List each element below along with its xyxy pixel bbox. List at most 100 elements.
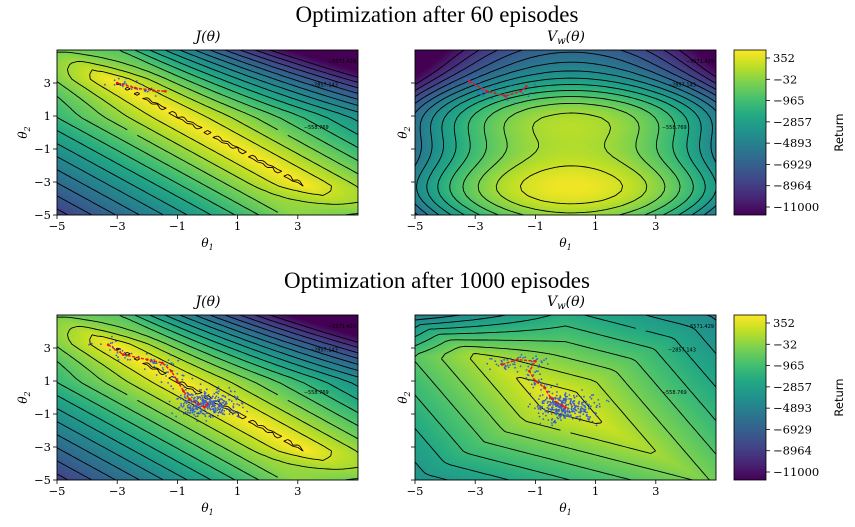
sample-point bbox=[237, 415, 240, 418]
sample-point bbox=[570, 407, 573, 410]
sample-point bbox=[533, 398, 535, 401]
sample-point bbox=[201, 398, 204, 400]
sample-point bbox=[579, 417, 582, 420]
optimization-path bbox=[117, 82, 166, 92]
sample-point bbox=[232, 403, 235, 405]
sample-point bbox=[559, 395, 562, 398]
contour-label: −5571.429 bbox=[686, 324, 714, 330]
sample-point bbox=[205, 395, 208, 398]
sample-point bbox=[506, 99, 509, 102]
colorbar-tick-label: −4893 bbox=[773, 136, 812, 150]
sample-point bbox=[183, 396, 186, 398]
sample-point bbox=[117, 77, 120, 80]
sample-point bbox=[535, 370, 538, 373]
sample-point bbox=[205, 406, 208, 408]
panel-3: −558.769 −2857.143 −5571.429 −5 −3 −1 1 3 θ1 θ2 bbox=[396, 314, 717, 517]
sample-point bbox=[527, 405, 530, 408]
sample-point bbox=[181, 406, 184, 408]
sample-point bbox=[149, 360, 152, 363]
sample-point bbox=[569, 402, 572, 405]
y-axis-label: θ2 bbox=[396, 126, 412, 138]
sample-point bbox=[182, 403, 185, 405]
sample-point bbox=[526, 373, 529, 376]
sample-point bbox=[542, 412, 544, 415]
sample-point bbox=[541, 394, 544, 396]
sample-point bbox=[532, 357, 534, 360]
contour-lines bbox=[57, 315, 358, 480]
sample-point bbox=[544, 398, 547, 401]
sample-point bbox=[580, 402, 583, 404]
sample-point bbox=[238, 404, 241, 407]
x-tick-label: −1 bbox=[169, 219, 186, 233]
sample-point bbox=[219, 411, 222, 414]
sample-point bbox=[548, 390, 551, 393]
sample-point bbox=[556, 383, 559, 386]
sample-point bbox=[154, 362, 156, 365]
sample-point bbox=[215, 395, 218, 398]
sample-point bbox=[537, 370, 539, 372]
sample-point bbox=[564, 409, 567, 411]
sample-point bbox=[153, 359, 156, 361]
x-tick-label: 1 bbox=[234, 219, 241, 233]
sample-point bbox=[201, 399, 204, 402]
path-point bbox=[534, 359, 537, 363]
sample-point bbox=[193, 410, 196, 413]
contour-label: −558.769 bbox=[304, 125, 329, 131]
sample-point bbox=[585, 401, 588, 403]
contour-lines bbox=[415, 50, 716, 215]
sample-point bbox=[566, 410, 569, 413]
sample-point bbox=[489, 358, 491, 360]
sample-point bbox=[513, 361, 516, 364]
sample-point bbox=[595, 406, 598, 409]
sample-point bbox=[111, 341, 114, 344]
sample-point bbox=[113, 79, 116, 82]
sample-point bbox=[565, 410, 567, 413]
sample-point bbox=[182, 374, 185, 377]
x-tick-label: −5 bbox=[49, 484, 66, 498]
sample-point bbox=[495, 363, 498, 366]
sample-point bbox=[551, 406, 553, 409]
y-tick-label: −1 bbox=[34, 407, 51, 421]
sample-point bbox=[141, 83, 144, 86]
sample-point bbox=[538, 380, 541, 383]
sample-point bbox=[230, 400, 233, 403]
sample-point bbox=[236, 396, 239, 398]
sample-point bbox=[182, 412, 185, 415]
sample-point bbox=[494, 91, 497, 93]
sample-point bbox=[573, 402, 575, 405]
sample-point bbox=[560, 408, 563, 410]
sample-point bbox=[488, 86, 491, 89]
y-tick-label: −3 bbox=[34, 175, 51, 189]
contour-label: −2857.143 bbox=[668, 82, 696, 88]
sample-point bbox=[176, 372, 179, 375]
sample-point bbox=[579, 415, 581, 418]
sample-point bbox=[503, 88, 506, 90]
sample-point bbox=[562, 401, 565, 404]
colorbar-tick-label: −965 bbox=[773, 94, 805, 108]
sample-point bbox=[181, 378, 184, 381]
colorbar-tick-label: −8964 bbox=[773, 444, 812, 458]
optimization-path bbox=[468, 80, 527, 97]
y-tick-label: 1 bbox=[44, 374, 51, 388]
sample-point bbox=[586, 411, 588, 414]
sample-point bbox=[540, 378, 543, 381]
sample-point bbox=[208, 406, 210, 408]
sample-point bbox=[591, 394, 593, 397]
sample-point bbox=[188, 403, 190, 406]
sample-point bbox=[203, 392, 206, 395]
contour-label: −2857.143 bbox=[310, 82, 338, 88]
sample-point bbox=[202, 412, 205, 415]
sample-point bbox=[195, 408, 198, 410]
sample-point bbox=[198, 396, 200, 398]
sample-point bbox=[214, 404, 216, 407]
sample-point bbox=[229, 409, 232, 412]
sample-point bbox=[572, 394, 575, 397]
sample-point bbox=[218, 390, 220, 393]
sample-point bbox=[199, 398, 202, 400]
sample-point bbox=[217, 386, 220, 388]
sample-point bbox=[221, 404, 224, 407]
sample-point bbox=[217, 406, 219, 409]
x-tick-label: −3 bbox=[467, 484, 484, 498]
sample-point bbox=[547, 408, 550, 411]
